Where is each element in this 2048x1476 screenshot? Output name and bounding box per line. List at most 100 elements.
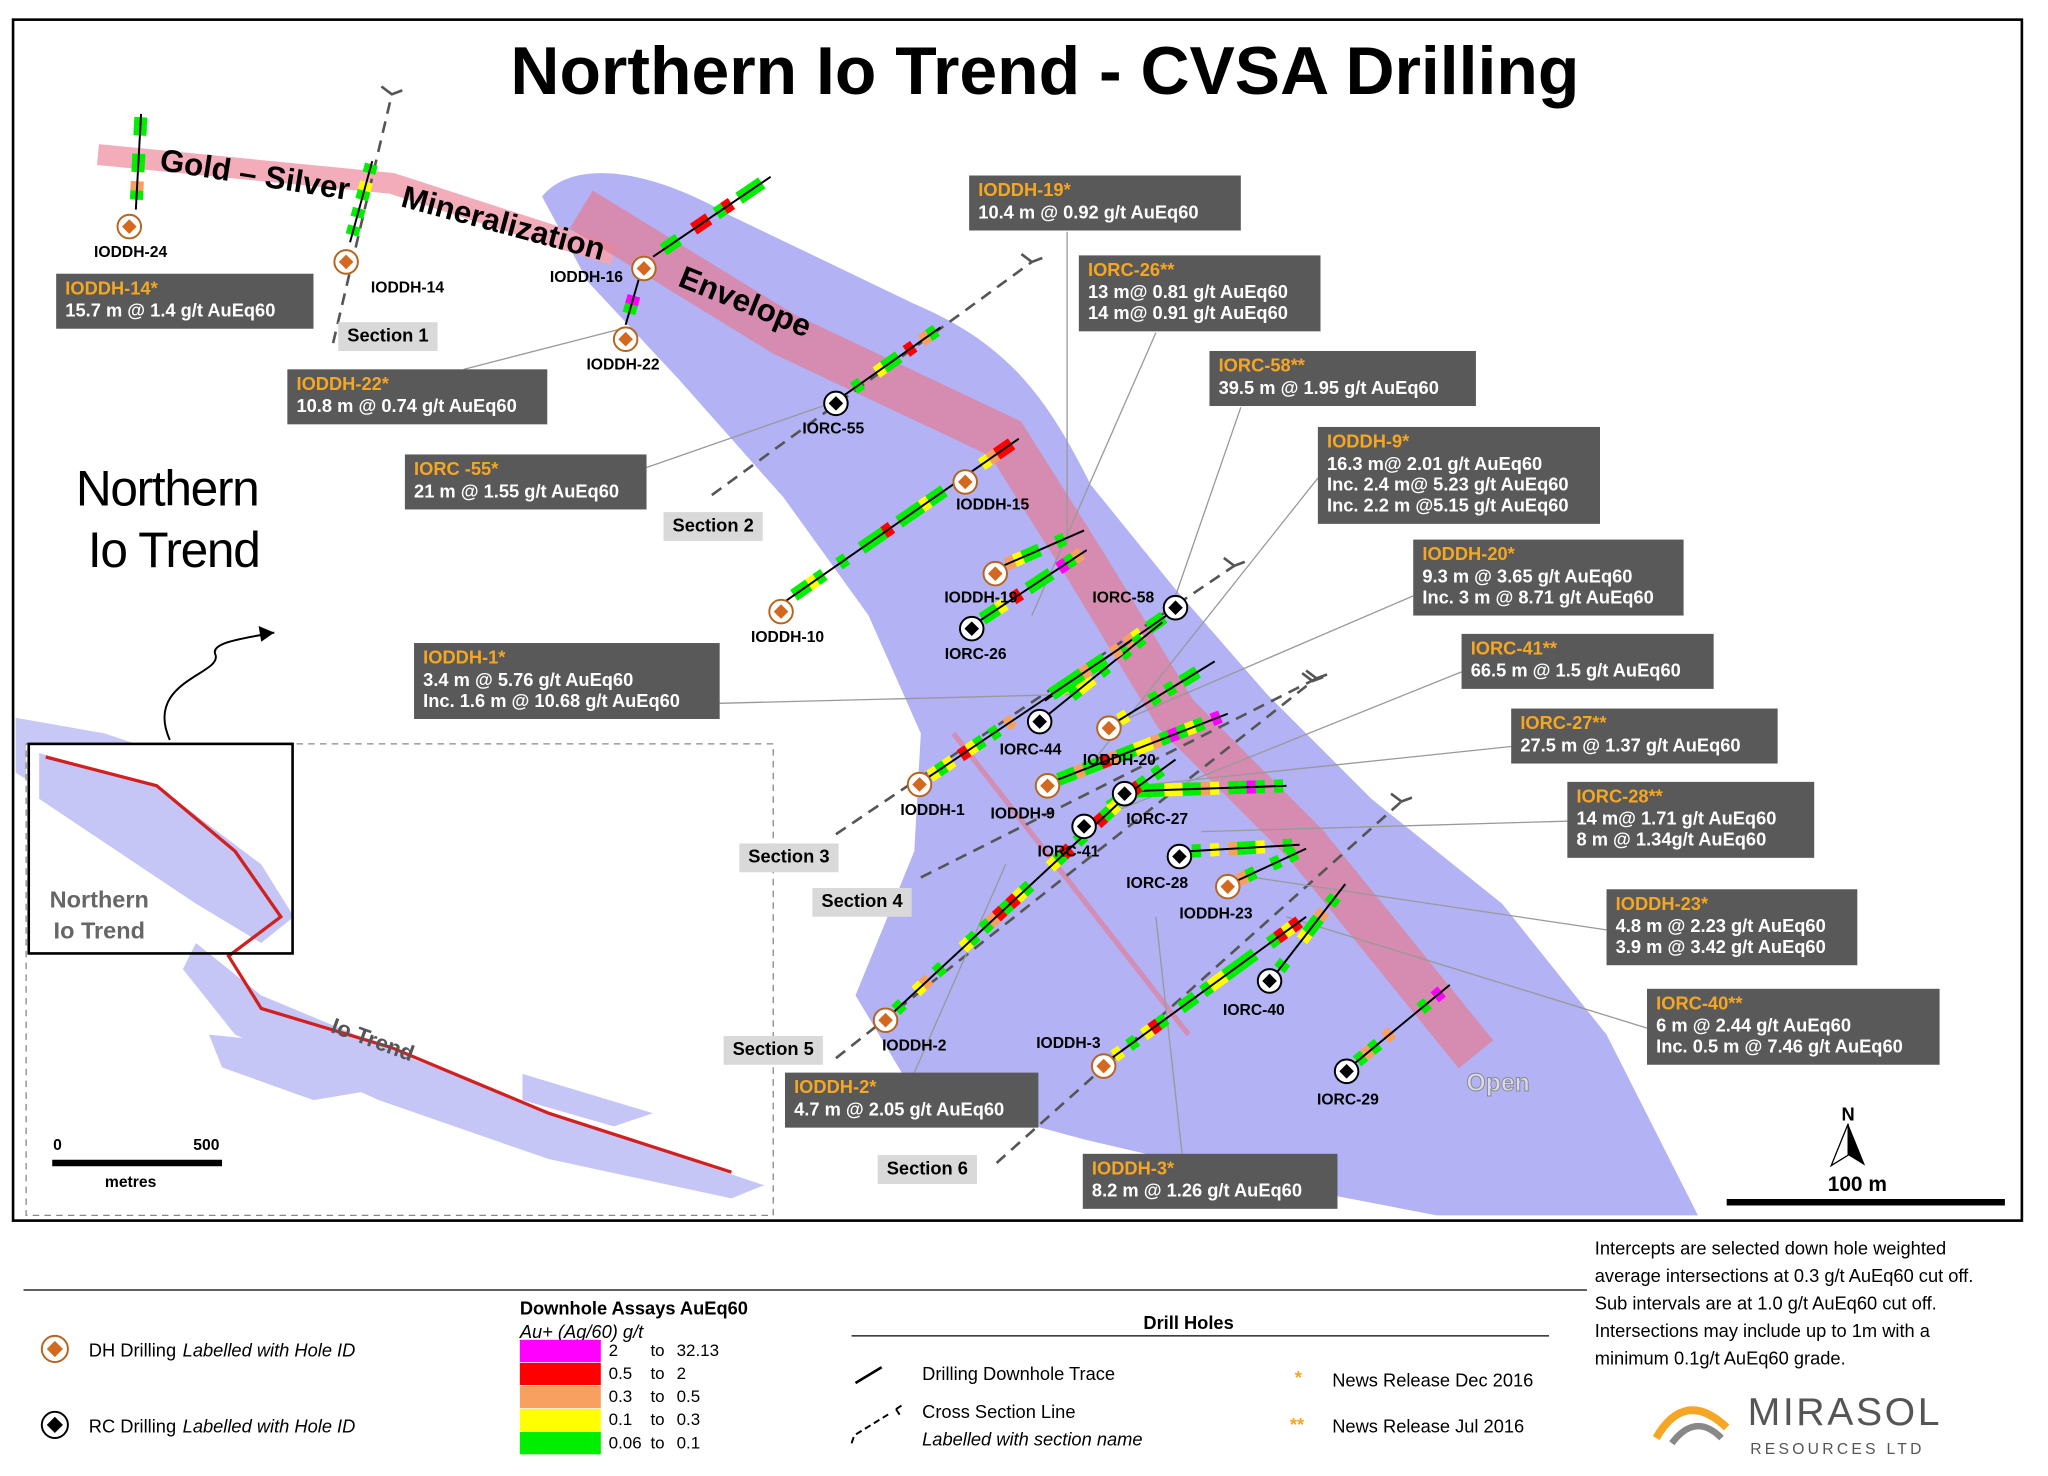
hole-id: IORC-41 xyxy=(1037,844,1099,861)
drill-trace xyxy=(843,326,941,397)
assay-swatch xyxy=(519,1385,601,1409)
drill-trace xyxy=(624,274,641,326)
callout-title: IODDH-1* xyxy=(423,647,506,668)
assay-legend-title: Downhole Assays AuEq60 xyxy=(520,1297,748,1318)
assay-swatch xyxy=(519,1408,601,1432)
note-line: Sub intervals are at 1.0 g/t AuEq60 cut … xyxy=(1595,1292,1937,1313)
callout-box xyxy=(56,273,314,329)
region-label: Northern xyxy=(76,461,259,517)
drill-trace xyxy=(1054,712,1229,782)
scale-label: 100 m xyxy=(1828,1173,1887,1196)
callout-box xyxy=(1082,1153,1338,1209)
section-tag xyxy=(812,887,912,917)
inset-zone xyxy=(208,1034,392,1101)
section-line xyxy=(995,800,1403,1164)
leader-line xyxy=(1155,916,1183,1154)
hole-diamond xyxy=(912,777,927,792)
drill-legend-title: Drill Holes xyxy=(1143,1312,1233,1333)
drill-holes: IODDH-24 IODDH-14 IODDH-16 IODDH-22 IORC-55 I… xyxy=(94,213,1379,1108)
callout-line: 8.2 m @ 1.26 g/t AuEq60 xyxy=(1092,1180,1302,1201)
callout-line: 14 m@ 0.91 g/t AuEq60 xyxy=(1088,302,1288,323)
section-lines: Section 1 Section 2 Section 3 Section 4 Sect… xyxy=(331,85,1413,1184)
callout-line: 66.5 m @ 1.5 g/t AuEq60 xyxy=(1471,660,1681,681)
callout-box xyxy=(1461,633,1714,689)
leader-line xyxy=(463,326,628,370)
callout-line: Inc. 2.2 m @5.15 g/t AuEq60 xyxy=(1327,495,1569,516)
section-end xyxy=(1390,792,1413,803)
legend-label: Drilling Downhole Trace xyxy=(922,1363,1115,1384)
callout-title: IORC-27** xyxy=(1520,712,1607,733)
hole-diamond xyxy=(964,621,980,636)
section-tag xyxy=(877,1155,977,1184)
open-label: Open xyxy=(1466,1070,1529,1097)
section-tag xyxy=(723,1035,823,1065)
news-mark: * xyxy=(1295,1367,1303,1388)
hole-id: IORC-29 xyxy=(1317,1091,1379,1108)
hole-id: IODDH-16 xyxy=(550,269,623,286)
assay-from: 2 xyxy=(609,1341,618,1360)
section-label: Section 2 xyxy=(673,514,754,535)
leader-line xyxy=(1174,407,1242,597)
leader-lines xyxy=(463,231,1648,1154)
leader-line xyxy=(646,405,824,469)
callout-box xyxy=(1078,255,1321,332)
callout-box xyxy=(1209,350,1476,406)
drill-trace xyxy=(1235,847,1307,883)
inset-trend-line xyxy=(45,755,732,1174)
inset-scale-tick: 0 xyxy=(53,1137,62,1154)
drill-trace xyxy=(979,549,1088,622)
legend-label: News Release Jul 2016 xyxy=(1332,1415,1524,1436)
drill-trace xyxy=(1353,984,1451,1065)
callout-box xyxy=(1413,539,1684,616)
callout-line: Inc. 0.5 m @ 7.46 g/t AuEq60 xyxy=(1656,1036,1903,1057)
callout-box xyxy=(1567,781,1815,858)
callout-line: 14 m@ 1.71 g/t AuEq60 xyxy=(1576,808,1776,829)
hole-diamond xyxy=(773,604,789,619)
hole-diamond xyxy=(46,1416,63,1434)
section-symbol xyxy=(850,1403,905,1444)
callout-line: 6 m @ 2.44 g/t AuEq60 xyxy=(1656,1015,1851,1036)
assay-to: 2 xyxy=(677,1364,686,1383)
inset-zoom-box xyxy=(27,742,294,955)
region-label: Io Trend xyxy=(88,522,260,578)
drill-trace xyxy=(1276,883,1347,973)
logo-sub: RESOURCES LTD xyxy=(1750,1441,1924,1458)
minor-structure xyxy=(951,731,1191,1037)
assay-from: 0.1 xyxy=(609,1410,633,1429)
hole-diamond xyxy=(828,396,844,411)
assay-swatch xyxy=(519,1431,601,1455)
logo-name: MIRASOL xyxy=(1748,1390,1943,1434)
hole-id: IODDH-20 xyxy=(1083,752,1156,769)
callout-line: 27.5 m @ 1.37 g/t AuEq60 xyxy=(1520,734,1740,755)
callout-title: IODDH-2* xyxy=(794,1076,877,1097)
legend-note: Labelled with Hole ID xyxy=(183,1415,356,1436)
section-line xyxy=(920,677,1318,879)
callout-title: IODDH-14* xyxy=(65,277,158,298)
hole-id: IODDH-14 xyxy=(371,279,444,296)
callout-title: IORC-26** xyxy=(1088,259,1175,280)
leader-line xyxy=(1136,745,1512,787)
assay-sep: to xyxy=(650,1341,664,1360)
legend-label: Cross Section Line xyxy=(922,1401,1075,1422)
logo-mark xyxy=(1652,1406,1730,1441)
section-end xyxy=(380,85,403,96)
drill-trace xyxy=(1116,660,1216,723)
callout-title: IORC-41** xyxy=(1471,637,1558,658)
logo-mark xyxy=(1669,1422,1724,1446)
legend-label: DH Drilling xyxy=(89,1339,176,1360)
callout-line: 3.4 m @ 5.76 g/t AuEq60 xyxy=(423,669,633,690)
map-title: Northern Io Trend - CVSA Drilling xyxy=(510,33,1579,109)
hole-diamond xyxy=(46,1340,63,1358)
assay-sep: to xyxy=(650,1364,664,1383)
drill-trace xyxy=(1188,843,1300,853)
note-line: Intersections may include up to 1m with … xyxy=(1595,1320,1931,1341)
assay-swatch xyxy=(519,1362,601,1386)
leader-line xyxy=(913,864,1007,1073)
hole-id: IODDH-10 xyxy=(751,629,824,646)
drill-trace xyxy=(1133,784,1287,793)
news-mark: ** xyxy=(1290,1414,1305,1435)
callout-box xyxy=(1317,426,1600,524)
drill-trace xyxy=(1046,621,1164,716)
section-tag xyxy=(663,512,763,541)
